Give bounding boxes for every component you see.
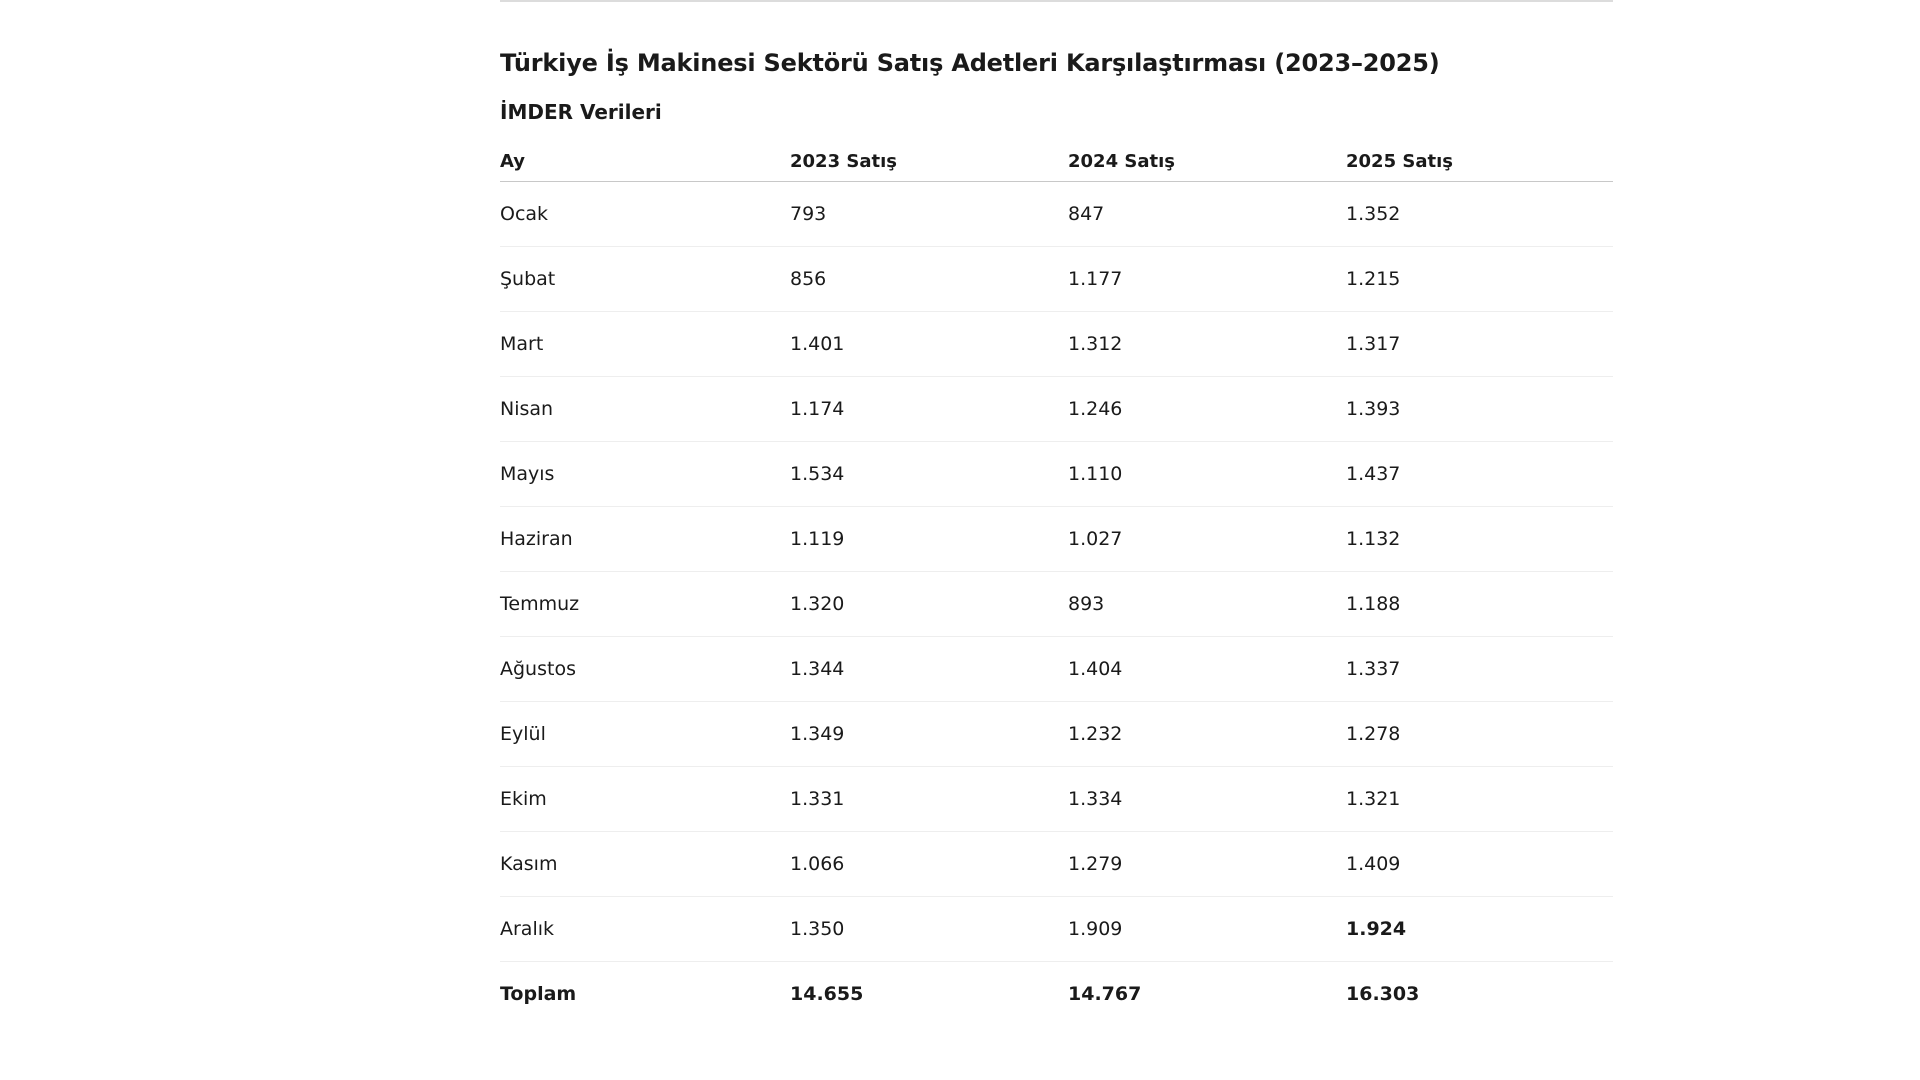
cell-2023: 1.066 xyxy=(790,831,1068,897)
table-total-row: Toplam 14.655 14.767 16.303 xyxy=(500,962,1613,1027)
cell-month: Ekim xyxy=(500,766,790,832)
total-2023: 14.655 xyxy=(790,983,864,1005)
cell-2025: 1.321 xyxy=(1346,766,1613,832)
cell-2024: 1.232 xyxy=(1068,701,1346,767)
cell-2023: 1.320 xyxy=(790,571,1068,637)
cell-2024: 1.177 xyxy=(1068,246,1346,312)
cell-2023: 1.401 xyxy=(790,311,1068,377)
header-2024: 2024 Satış xyxy=(1068,141,1346,182)
cell-2025: 1.278 xyxy=(1346,701,1613,767)
cell-2025: 1.352 xyxy=(1346,181,1613,247)
cell-2023: 793 xyxy=(790,181,1068,247)
source-subtitle: İMDER Verileri xyxy=(500,100,662,124)
header-2023: 2023 Satış xyxy=(790,141,1068,182)
cell-month: Ağustos xyxy=(500,636,790,702)
cell-month: Nisan xyxy=(500,376,790,442)
cell-2024: 1.279 xyxy=(1068,831,1346,897)
cell-2025: 1.188 xyxy=(1346,571,1613,637)
cell-month: Temmuz xyxy=(500,571,790,637)
cell-2025: 1.393 xyxy=(1346,376,1613,442)
cell-month: Şubat xyxy=(500,246,790,312)
cell-2023: 1.174 xyxy=(790,376,1068,442)
cell-2024: 1.246 xyxy=(1068,376,1346,442)
cell-2025: 1.437 xyxy=(1346,441,1613,507)
cell-2023: 1.344 xyxy=(790,636,1068,702)
cell-month: Mart xyxy=(500,311,790,377)
cell-2025: 1.337 xyxy=(1346,636,1613,702)
table-header-row: Ay 2023 Satış 2024 Satış 2025 Satış xyxy=(500,141,1613,182)
cell-month: Kasım xyxy=(500,831,790,897)
cell-month: Mayıs xyxy=(500,441,790,507)
table-row: Temmuz 1.320 893 1.188 xyxy=(500,571,1613,637)
cell-2023: 1.331 xyxy=(790,766,1068,832)
cell-2023: 1.349 xyxy=(790,701,1068,767)
table-row: Ekim 1.331 1.334 1.321 xyxy=(500,766,1613,832)
total-2024: 14.767 xyxy=(1068,983,1142,1005)
cell-2024: 1.110 xyxy=(1068,441,1346,507)
cell-2024: 1.909 xyxy=(1068,896,1346,962)
cell-2025: 1.409 xyxy=(1346,831,1613,897)
cell-2024: 893 xyxy=(1068,571,1346,637)
table-row: Şubat 856 1.177 1.215 xyxy=(500,246,1613,312)
cell-2024: 1.334 xyxy=(1068,766,1346,832)
cell-month: Eylül xyxy=(500,701,790,767)
cell-2025-highlight: 1.924 xyxy=(1346,896,1613,962)
cell-2025: 1.215 xyxy=(1346,246,1613,312)
table-row: Ocak 793 847 1.352 xyxy=(500,181,1613,247)
cell-2025: 1.317 xyxy=(1346,311,1613,377)
page-title: Türkiye İş Makinesi Sektörü Satış Adetle… xyxy=(500,49,1440,77)
table-row: Mart 1.401 1.312 1.317 xyxy=(500,311,1613,377)
top-divider xyxy=(500,0,1613,2)
cell-2023: 856 xyxy=(790,246,1068,312)
cell-month: Ocak xyxy=(500,181,790,247)
table-row: Mayıs 1.534 1.110 1.437 xyxy=(500,441,1613,507)
cell-month: Aralık xyxy=(500,896,790,962)
cell-2025: 1.132 xyxy=(1346,506,1613,572)
sales-table: Ay 2023 Satış 2024 Satış 2025 Satış Ocak… xyxy=(500,141,1613,1026)
page-content: Türkiye İş Makinesi Sektörü Satış Adetle… xyxy=(500,0,1613,1026)
cell-2023: 1.534 xyxy=(790,441,1068,507)
cell-2023: 1.350 xyxy=(790,896,1068,962)
total-label: Toplam xyxy=(500,983,577,1005)
total-2025: 16.303 xyxy=(1346,983,1420,1005)
table-row: Kasım 1.066 1.279 1.409 xyxy=(500,831,1613,897)
table-row: Eylül 1.349 1.232 1.278 xyxy=(500,701,1613,767)
cell-2024: 1.027 xyxy=(1068,506,1346,572)
cell-2023: 1.119 xyxy=(790,506,1068,572)
cell-2024: 1.404 xyxy=(1068,636,1346,702)
cell-2024: 847 xyxy=(1068,181,1346,247)
table-row: Aralık 1.350 1.909 1.924 xyxy=(500,896,1613,962)
table-row: Ağustos 1.344 1.404 1.337 xyxy=(500,636,1613,702)
table-row: Nisan 1.174 1.246 1.393 xyxy=(500,376,1613,442)
header-month: Ay xyxy=(500,141,790,182)
table-row: Haziran 1.119 1.027 1.132 xyxy=(500,506,1613,572)
cell-2024: 1.312 xyxy=(1068,311,1346,377)
header-2025: 2025 Satış xyxy=(1346,141,1613,182)
cell-month: Haziran xyxy=(500,506,790,572)
